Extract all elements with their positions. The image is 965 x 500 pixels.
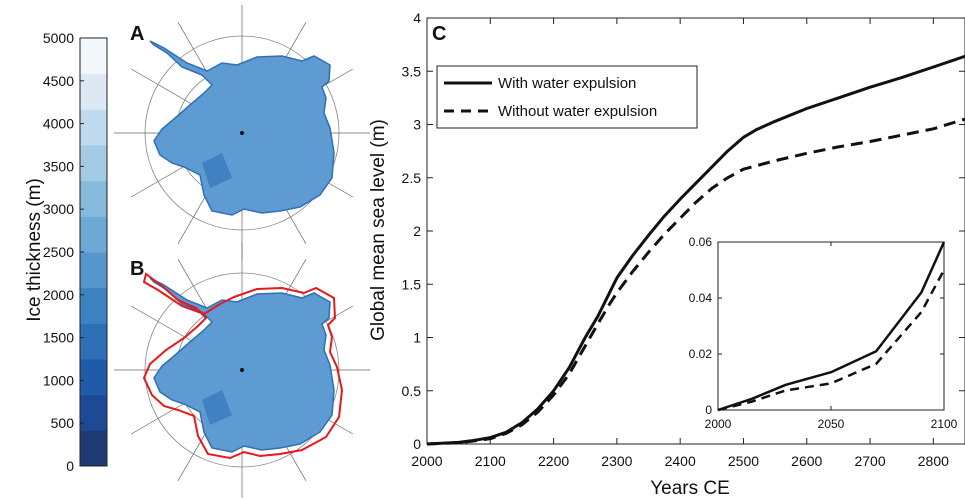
legend-label-without: Without water expulsion: [498, 103, 657, 120]
colorbar-band: [80, 394, 107, 431]
inset-axes-frame: [717, 241, 945, 411]
inset-series-without-expulsion: [717, 269, 946, 412]
main-x-tick-label: 2500: [728, 453, 759, 469]
main-y-tick-label: 1: [413, 330, 421, 346]
y-axis-title: Global mean sea level (m): [368, 119, 389, 341]
colorbar-band: [80, 216, 107, 253]
main-x-tick-label: 2300: [601, 453, 632, 469]
main-y-tick-label: 1.5: [402, 276, 422, 292]
colorbar-tick-label: 1500: [43, 330, 74, 346]
colorbar-tick-label: 500: [51, 415, 75, 431]
main-x-tick-label: 2400: [665, 453, 696, 469]
x-axis-title: Years CE: [650, 478, 730, 499]
main-y-tick-label: 3.5: [402, 63, 422, 79]
inset-x-tick-label: 2000: [705, 417, 732, 431]
colorbar-tick-label: 5000: [43, 30, 74, 46]
main-y-tick-label: 4: [413, 10, 421, 26]
inset-series-with-expulsion: [717, 241, 946, 412]
panel-label-c: C: [432, 23, 446, 45]
ice-sheet-a: [149, 40, 335, 216]
main-y-tick-label: 0: [413, 436, 421, 452]
main-x-tick-label: 2800: [918, 453, 949, 469]
colorbar-band: [80, 252, 107, 289]
inset-y-tick-label: 0.04: [689, 291, 713, 305]
colorbar-tick-label: 3000: [43, 201, 74, 217]
panel-label-b: B: [130, 258, 144, 280]
main-x-tick-label: 2600: [791, 453, 822, 469]
colorbar-band: [80, 38, 107, 75]
map-panel-a: [114, 5, 370, 261]
colorbar-tick-label: 2500: [43, 244, 74, 260]
panel-label-a: A: [130, 23, 144, 45]
colorbar-tick-label: 3500: [43, 158, 74, 174]
main-x-tick-label: 2000: [411, 453, 442, 469]
inset-y-tick-label: 0.06: [689, 235, 713, 249]
colorbar-tick-label: 4500: [43, 73, 74, 89]
colorbar-label: Ice thickness (m): [24, 178, 45, 322]
colorbar-band: [80, 359, 107, 396]
colorbar-band: [80, 287, 107, 324]
colorbar-tick-label: 2000: [43, 287, 74, 303]
colorbar-tick-label: 0: [66, 458, 74, 474]
legend-label-with: With water expulsion: [498, 75, 636, 92]
colorbar-band: [80, 145, 107, 182]
main-x-tick-label: 2700: [854, 453, 885, 469]
colorbar-band: [80, 323, 107, 360]
colorbar-tick-label: 1000: [43, 372, 74, 388]
colorbar: 0 500 1000 1500 2000 2500 3000 3500 4000 4500 5000: [43, 30, 108, 474]
legend: With water expulsion Without water expul…: [436, 65, 698, 129]
main-series-without-expulsion: [426, 117, 965, 446]
main-x-tick-label: 2100: [475, 453, 506, 469]
inset-y-tick-label: 0.02: [689, 347, 713, 361]
ice-sheet-thin-region: [202, 153, 232, 188]
colorbar-band: [80, 73, 107, 110]
legend-box: [436, 65, 698, 129]
main-y-tick-label: 0.5: [402, 383, 422, 399]
colorbar-tick-label: 4000: [43, 116, 74, 132]
inset-chart: 2000 2050 2100 0 0.02 0.04 0.06: [689, 235, 958, 431]
main-y-tick-label: 3: [413, 117, 421, 133]
colorbar-band: [80, 430, 107, 467]
inset-y-tick-label: 0: [705, 403, 712, 417]
colorbar-band: [80, 109, 107, 146]
south-pole-marker: [240, 131, 244, 135]
map-panel-b: [114, 242, 370, 498]
main-x-tick-label: 2200: [538, 453, 569, 469]
main-y-tick-label: 2.5: [402, 170, 422, 186]
inset-x-tick-label: 2050: [818, 417, 845, 431]
south-pole-marker: [240, 368, 244, 372]
ice-sheet-thin-region: [202, 390, 232, 425]
main-y-tick-label: 2: [413, 223, 421, 239]
colorbar-band: [80, 180, 107, 217]
inset-x-tick-label: 2100: [931, 417, 958, 431]
ice-extent-outline: [142, 272, 344, 460]
main-series-with-expulsion: [426, 54, 965, 446]
